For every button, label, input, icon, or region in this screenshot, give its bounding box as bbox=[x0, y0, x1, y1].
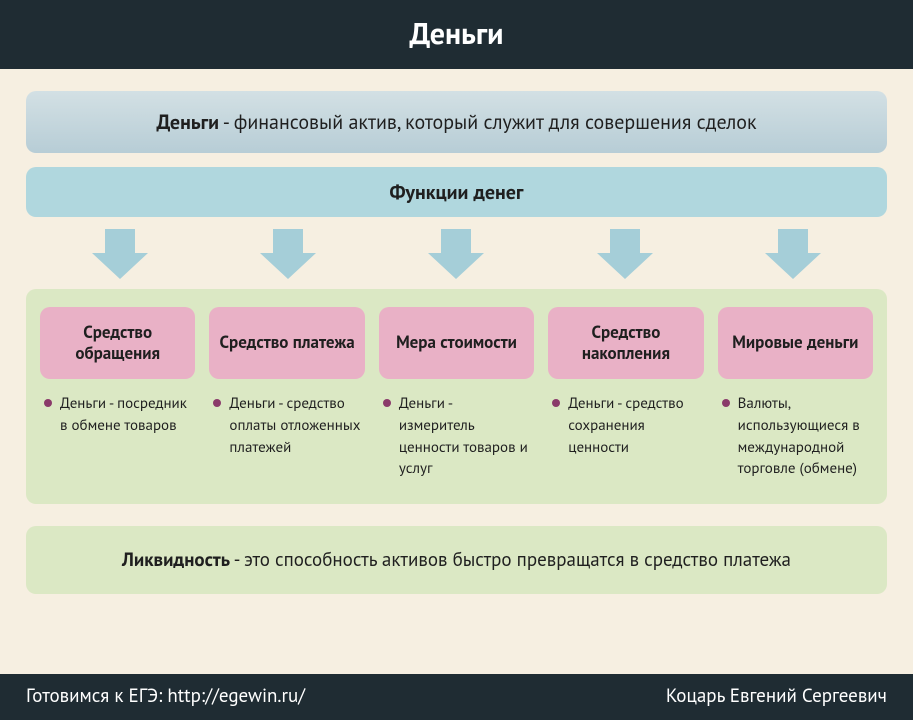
functions-header: Функции денег bbox=[26, 167, 887, 217]
function-column: Средство накопления Деньги - средство со… bbox=[548, 307, 703, 480]
liquidity-term: Ликвидность bbox=[122, 548, 230, 572]
functions-container: Средство обращения Деньги - посредник в … bbox=[26, 289, 887, 504]
function-column: Средство платежа Деньги - средство оплат… bbox=[209, 307, 364, 480]
page-title: Деньги bbox=[410, 14, 504, 53]
down-arrow-icon bbox=[258, 223, 318, 283]
function-column: Средство обращения Деньги - посредник в … bbox=[40, 307, 195, 480]
function-desc: Деньги - средство оплаты отложенных плат… bbox=[229, 393, 360, 458]
liquidity-text: - это способность активов быстро превращ… bbox=[230, 548, 791, 572]
function-desc: Деньги - измеритель ценности товаров и у… bbox=[399, 393, 530, 480]
bullet-icon bbox=[213, 399, 221, 407]
function-title-box: Мера стоимости bbox=[379, 307, 534, 379]
function-title: Мировые деньги bbox=[732, 332, 858, 353]
function-desc: Деньги - средство сохранения ценности bbox=[568, 393, 699, 458]
down-arrow-icon bbox=[763, 223, 823, 283]
down-arrow-icon bbox=[426, 223, 486, 283]
function-desc-row: Валюты, использующиеся в международной т… bbox=[718, 393, 873, 480]
function-title: Средство обращения bbox=[48, 322, 187, 365]
arrows-row bbox=[26, 223, 887, 283]
function-title-box: Средство обращения bbox=[40, 307, 195, 379]
function-title-box: Средство накопления bbox=[548, 307, 703, 379]
function-column: Мировые деньги Валюты, использующиеся в … bbox=[718, 307, 873, 480]
function-title: Средство платежа bbox=[220, 332, 355, 353]
function-desc: Деньги - посредник в обмене товаров bbox=[60, 393, 191, 437]
function-desc-row: Деньги - посредник в обмене товаров bbox=[40, 393, 195, 437]
function-desc-row: Деньги - средство сохранения ценности bbox=[548, 393, 703, 458]
function-desc-row: Деньги - средство оплаты отложенных плат… bbox=[209, 393, 364, 458]
definition-term: Деньги bbox=[156, 109, 219, 135]
down-arrow-icon bbox=[595, 223, 655, 283]
down-arrow-icon bbox=[90, 223, 150, 283]
definition-text: - финансовый актив, который служит для с… bbox=[219, 109, 756, 135]
function-desc-row: Деньги - измеритель ценности товаров и у… bbox=[379, 393, 534, 480]
definition-box: Деньги - финансовый актив, который служи… bbox=[26, 91, 887, 153]
bullet-icon bbox=[722, 399, 730, 407]
footer-left: Готовимся к ЕГЭ: http://egewin.ru/ bbox=[26, 684, 305, 708]
liquidity-box: Ликвидность - это способность активов бы… bbox=[26, 526, 887, 594]
page-header: Деньги bbox=[0, 0, 913, 69]
footer-right: Коцарь Евгений Сергеевич bbox=[666, 684, 887, 708]
functions-header-text: Функции денег bbox=[390, 179, 524, 205]
page-footer: Готовимся к ЕГЭ: http://egewin.ru/ Коцар… bbox=[0, 674, 913, 720]
function-title-box: Мировые деньги bbox=[718, 307, 873, 379]
bullet-icon bbox=[552, 399, 560, 407]
function-column: Мера стоимости Деньги - измеритель ценно… bbox=[379, 307, 534, 480]
function-title: Средство накопления bbox=[556, 322, 695, 365]
functions-columns: Средство обращения Деньги - посредник в … bbox=[40, 307, 873, 480]
content-area: Деньги - финансовый актив, который служи… bbox=[0, 69, 913, 594]
bullet-icon bbox=[44, 399, 52, 407]
function-title-box: Средство платежа bbox=[209, 307, 364, 379]
bullet-icon bbox=[383, 399, 391, 407]
function-title: Мера стоимости bbox=[396, 332, 517, 353]
function-desc: Валюты, использующиеся в международной т… bbox=[738, 393, 869, 480]
